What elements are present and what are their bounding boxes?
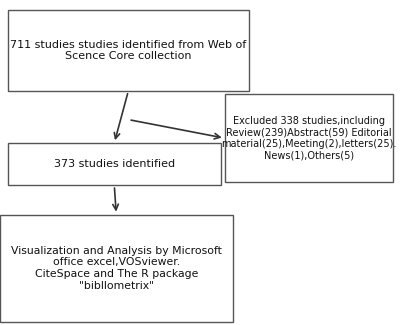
Text: Excluded 338 studies,including
Review(239)Abstract(59) Editorial
material(25),Me: Excluded 338 studies,including Review(23… (221, 116, 397, 161)
Bar (225, 94, 393, 182)
Bar (0, 214, 233, 322)
Bar (8, 10, 249, 91)
Bar (8, 143, 221, 185)
Text: 373 studies identified: 373 studies identified (54, 159, 175, 169)
Text: Visualization and Analysis by Microsoft
office excel,VOSviewer.
CiteSpace and Th: Visualization and Analysis by Microsoft … (11, 246, 222, 291)
Text: 711 studies studies identified from Web of
Scence Core collection: 711 studies studies identified from Web … (10, 40, 247, 61)
